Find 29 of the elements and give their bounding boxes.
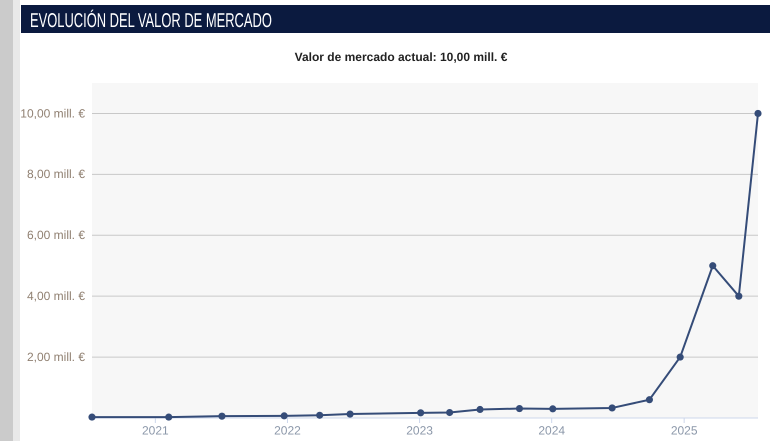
- point: [549, 405, 556, 412]
- chart-title: EVOLUCIÓN DEL VALOR DE MERCADO: [30, 9, 272, 32]
- y-tick-label: 4,00 mill. €: [26, 289, 86, 304]
- point: [676, 354, 684, 361]
- point: [280, 412, 288, 420]
- y-tick-label: 10,00 mill. €: [20, 106, 86, 120]
- point: [754, 110, 762, 118]
- point: [608, 404, 616, 412]
- point: [735, 292, 742, 300]
- point: [316, 412, 324, 419]
- x-tick-label: 2022: [274, 424, 302, 438]
- point: [88, 414, 96, 421]
- y-tick-label: 6,00 mill. €: [26, 228, 86, 242]
- point: [476, 406, 484, 414]
- point: [709, 262, 716, 270]
- point: [218, 412, 226, 420]
- x-tick-label: 2025: [670, 424, 698, 438]
- x-tick-label: 2024: [538, 424, 566, 438]
- point: [446, 408, 454, 416]
- y-tick-label: 8,00 mill. €: [26, 167, 86, 182]
- point: [417, 409, 424, 416]
- chart-subtitle: Valor de mercado actual: 10,00 mill. €: [294, 50, 508, 64]
- point: [165, 414, 172, 421]
- x-tick-label: 2023: [406, 424, 434, 438]
- point: [646, 396, 653, 404]
- point: [346, 410, 354, 418]
- x-tick-label: 2021: [142, 424, 170, 438]
- point: [516, 405, 524, 412]
- y-tick-label: 2,00 mill. €: [26, 350, 86, 364]
